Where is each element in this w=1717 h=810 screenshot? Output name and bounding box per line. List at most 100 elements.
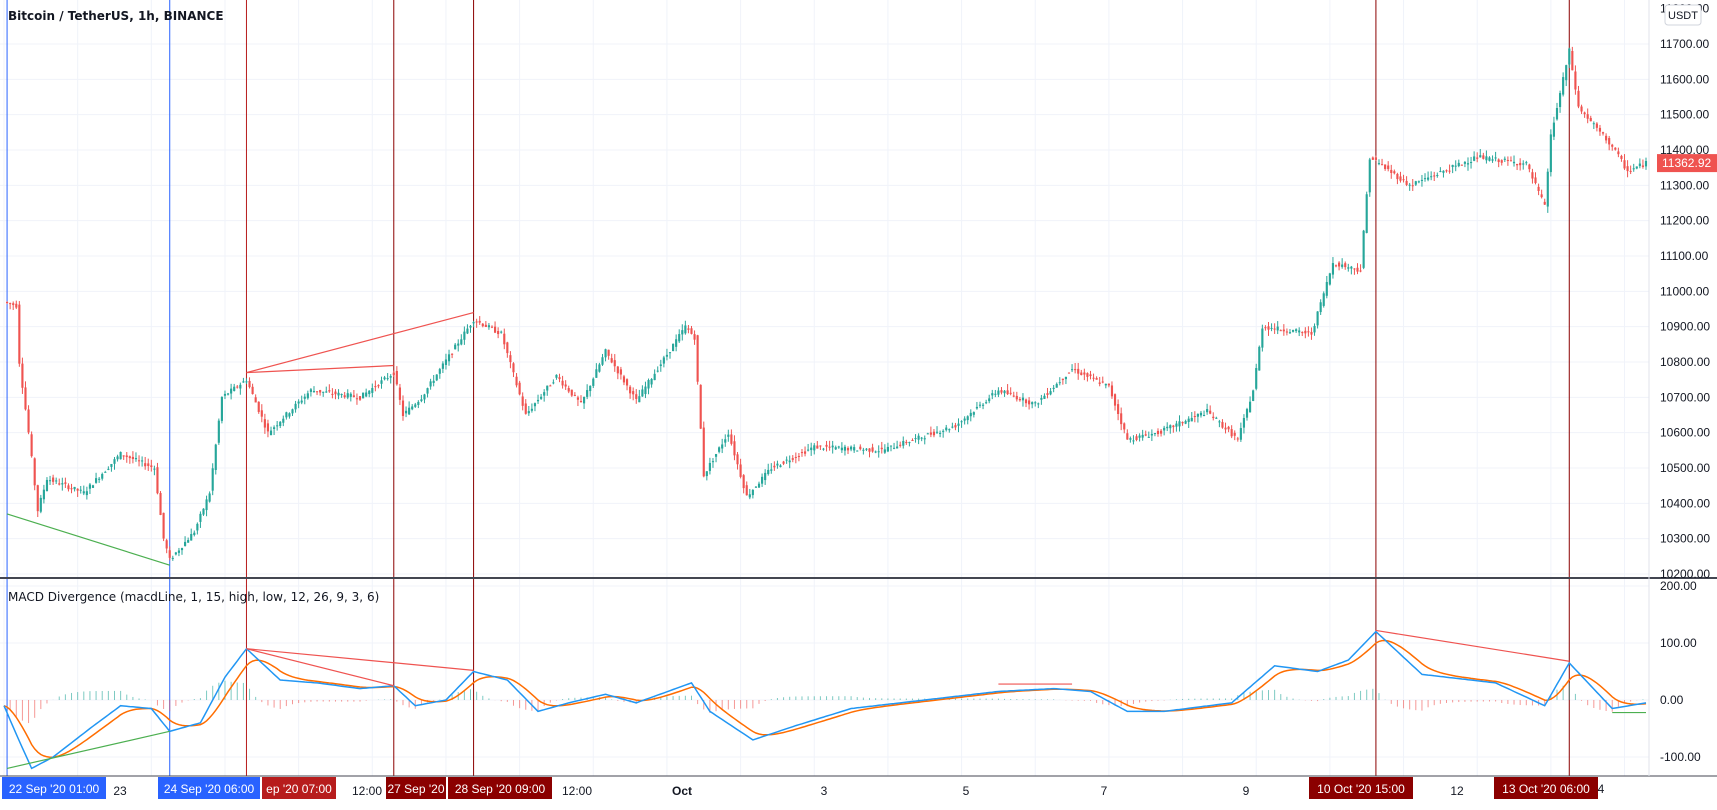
candle-body[interactable] bbox=[386, 378, 389, 380]
candle-body[interactable] bbox=[1215, 417, 1218, 419]
candle-body[interactable] bbox=[1129, 438, 1132, 440]
candle-body[interactable] bbox=[1239, 428, 1242, 440]
candle-body[interactable] bbox=[1503, 158, 1506, 160]
candle-body[interactable] bbox=[1589, 117, 1592, 122]
candle-body[interactable] bbox=[1451, 164, 1454, 168]
candle-body[interactable] bbox=[595, 369, 598, 378]
candle-body[interactable] bbox=[536, 399, 540, 402]
candle-body[interactable] bbox=[408, 407, 411, 415]
candle-body[interactable] bbox=[1359, 270, 1362, 272]
candle-body[interactable] bbox=[205, 499, 208, 511]
candle-body[interactable] bbox=[1525, 162, 1528, 164]
candle-body[interactable] bbox=[1193, 415, 1196, 417]
candle-body[interactable] bbox=[1414, 181, 1417, 185]
candle-body[interactable] bbox=[144, 463, 147, 467]
candle-body[interactable] bbox=[1006, 390, 1009, 395]
candle-body[interactable] bbox=[527, 411, 530, 414]
candle-body[interactable] bbox=[1399, 176, 1402, 181]
candle-body[interactable] bbox=[500, 331, 503, 333]
candle-body[interactable] bbox=[1267, 326, 1270, 330]
candle-body[interactable] bbox=[285, 412, 288, 418]
candle-body[interactable] bbox=[1430, 176, 1433, 178]
candle-body[interactable] bbox=[1055, 383, 1058, 388]
candle-body[interactable] bbox=[503, 333, 506, 345]
candle-body[interactable] bbox=[1067, 372, 1071, 374]
candle-body[interactable] bbox=[733, 441, 736, 456]
candle-body[interactable] bbox=[1433, 175, 1436, 177]
candle-body[interactable] bbox=[1411, 185, 1414, 187]
candle-body[interactable] bbox=[1543, 201, 1546, 205]
candle-body[interactable] bbox=[939, 432, 942, 434]
candle-body[interactable] bbox=[736, 454, 739, 465]
candle-body[interactable] bbox=[954, 425, 957, 428]
candle-body[interactable] bbox=[322, 391, 325, 393]
candle-body[interactable] bbox=[1356, 267, 1359, 272]
candle-body[interactable] bbox=[346, 393, 349, 398]
candle-body[interactable] bbox=[1135, 436, 1138, 440]
candle-body[interactable] bbox=[1015, 395, 1018, 400]
candle-body[interactable] bbox=[991, 393, 994, 396]
candle-body[interactable] bbox=[52, 477, 55, 482]
candle-body[interactable] bbox=[791, 458, 794, 460]
candle-body[interactable] bbox=[831, 445, 834, 448]
currency-badge[interactable]: USDT bbox=[1664, 4, 1702, 26]
candle-body[interactable] bbox=[42, 489, 45, 500]
candle-body[interactable] bbox=[877, 451, 880, 453]
candle-body[interactable] bbox=[647, 380, 650, 389]
candle-body[interactable] bbox=[1206, 409, 1209, 413]
candle-body[interactable] bbox=[1614, 147, 1617, 150]
candle-body[interactable] bbox=[82, 491, 85, 494]
candle-body[interactable] bbox=[880, 447, 883, 450]
candle-body[interactable] bbox=[131, 456, 134, 460]
candle-body[interactable] bbox=[193, 532, 196, 535]
candle-body[interactable] bbox=[141, 460, 144, 462]
candle-body[interactable] bbox=[589, 385, 592, 392]
candle-body[interactable] bbox=[134, 457, 138, 460]
candle-body[interactable] bbox=[1436, 175, 1439, 177]
candle-body[interactable] bbox=[711, 461, 715, 463]
candle-body[interactable] bbox=[113, 459, 116, 464]
candle-body[interactable] bbox=[705, 471, 708, 477]
candle-body[interactable] bbox=[708, 462, 711, 471]
candle-body[interactable] bbox=[1623, 160, 1626, 169]
candle-body[interactable] bbox=[1070, 369, 1074, 371]
candle-body[interactable] bbox=[1304, 330, 1307, 334]
candle-body[interactable] bbox=[668, 352, 672, 354]
candle-body[interactable] bbox=[1052, 387, 1055, 390]
candle-body[interactable] bbox=[963, 418, 966, 421]
candle-body[interactable] bbox=[30, 434, 33, 457]
candle-body[interactable] bbox=[1310, 331, 1313, 335]
candle-body[interactable] bbox=[665, 354, 669, 357]
candle-body[interactable] bbox=[874, 451, 877, 453]
candle-body[interactable] bbox=[1605, 135, 1608, 141]
candle-body[interactable] bbox=[1537, 186, 1540, 192]
candle-body[interactable] bbox=[1061, 378, 1064, 381]
candle-body[interactable] bbox=[475, 321, 478, 323]
candle-body[interactable] bbox=[1113, 394, 1117, 406]
candle-body[interactable] bbox=[297, 401, 300, 404]
candle-body[interactable] bbox=[466, 328, 469, 334]
candle-body[interactable] bbox=[411, 406, 414, 410]
candle-body[interactable] bbox=[1546, 171, 1549, 207]
candle-body[interactable] bbox=[948, 429, 951, 431]
candle-body[interactable] bbox=[27, 409, 30, 433]
candle-body[interactable] bbox=[699, 384, 702, 429]
candle-body[interactable] bbox=[349, 393, 352, 397]
candle-body[interactable] bbox=[18, 304, 21, 364]
candle-body[interactable] bbox=[1583, 112, 1586, 115]
candle-body[interactable] bbox=[1598, 127, 1602, 132]
candle-body[interactable] bbox=[920, 437, 923, 439]
candlesticks[interactable] bbox=[5, 46, 1648, 561]
candle-body[interactable] bbox=[714, 454, 718, 457]
candle-body[interactable] bbox=[451, 353, 454, 355]
candle-body[interactable] bbox=[816, 445, 819, 449]
candle-body[interactable] bbox=[1110, 385, 1114, 397]
candle-body[interactable] bbox=[506, 342, 509, 354]
candle-body[interactable] bbox=[1555, 108, 1559, 120]
candle-body[interactable] bbox=[1457, 162, 1460, 167]
candle-body[interactable] bbox=[1635, 166, 1638, 169]
candle-body[interactable] bbox=[810, 447, 813, 451]
candle-body[interactable] bbox=[137, 460, 141, 462]
candle-body[interactable] bbox=[576, 397, 580, 400]
candle-body[interactable] bbox=[1393, 171, 1396, 174]
